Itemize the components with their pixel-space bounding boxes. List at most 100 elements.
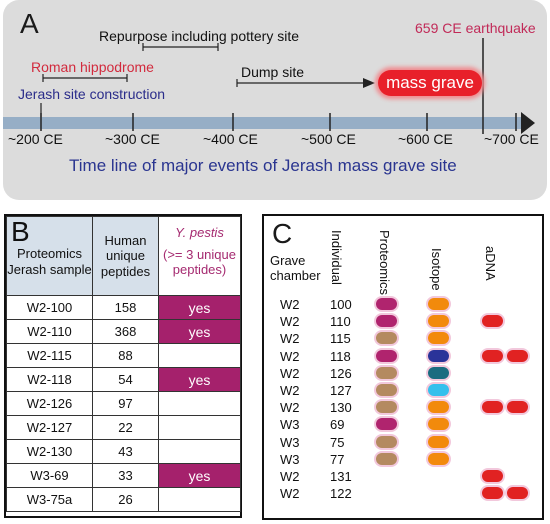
proteomics-dot — [376, 315, 397, 328]
peptides-header: Human unique peptides — [92, 216, 159, 296]
grave-chamber-cell: W2 — [280, 365, 300, 381]
isotope-dot — [428, 298, 449, 310]
isotope-dot — [428, 418, 449, 431]
adna-header: aDNA — [483, 246, 498, 281]
pestis-cell — [158, 391, 241, 416]
proteomics-dot — [376, 435, 397, 448]
peptides-cell: 88 — [92, 343, 159, 368]
tick-label: ~500 CE — [301, 131, 356, 147]
table-row: W2-126 97 — [6, 391, 241, 416]
panel-letter-a: A — [20, 8, 39, 39]
proteomics-dot — [376, 349, 397, 362]
table-row: W2-118 54 yes — [6, 367, 241, 392]
tick-label: ~400 CE — [203, 131, 258, 147]
pestis-header: Y. pestis (>= 3 unique peptides) — [158, 216, 241, 296]
peptides-cell: 54 — [92, 367, 159, 392]
individual-cell: 130 — [330, 400, 352, 416]
evidence-matrix-panel: C Grave chamber Individual Proteomics Is… — [262, 214, 544, 520]
grave-chamber-cell: W3 — [280, 451, 300, 467]
individual-cell: 75 — [330, 434, 345, 450]
tick-label: ~200 CE — [8, 131, 63, 147]
tick-label: ~300 CE — [105, 131, 160, 147]
individual-header: Individual — [329, 230, 344, 285]
table-row: W3-75a 26 — [6, 487, 241, 512]
pestis-cell: yes — [158, 367, 241, 392]
pestis-cell: yes — [158, 295, 241, 320]
sample-cell: W3-69 — [6, 463, 93, 488]
adna-dot — [507, 487, 528, 500]
construction-label: Jerash site construction — [18, 86, 166, 102]
peptides-cell: 158 — [92, 295, 159, 320]
table-row: W2-127 22 — [6, 415, 241, 440]
grave-chamber-cell: W2 — [280, 486, 300, 502]
proteomics-dot — [376, 452, 397, 465]
proteomics-dot — [376, 384, 397, 396]
adna-dot — [507, 349, 528, 362]
isotope-dot — [428, 349, 449, 362]
pestis-cell — [158, 439, 241, 464]
proteomics-dot — [376, 298, 397, 310]
proteomics-dot — [376, 366, 397, 379]
proteomics-dot — [376, 332, 397, 345]
sample-cell: W2-126 — [6, 391, 93, 416]
grave-chamber-cell: W2 — [280, 297, 300, 312]
timeline-axis-bar — [3, 117, 525, 129]
grave-chamber-cell: W2 — [280, 348, 300, 364]
grave-chamber-cell: W2 — [280, 469, 300, 484]
panel-letter-b: B — [11, 216, 30, 247]
individual-cell: 69 — [330, 417, 345, 433]
adna-dot — [482, 487, 503, 500]
repurpose-bracket — [142, 43, 219, 51]
isotope-dot — [428, 315, 449, 328]
individual-cell: 127 — [330, 383, 352, 398]
isotope-dot — [428, 452, 449, 465]
dump-site-label: Dump site — [241, 64, 305, 80]
sample-cell: W2-127 — [6, 415, 93, 440]
adna-dot — [482, 349, 503, 362]
peptides-cell: 368 — [92, 319, 159, 344]
adna-dot — [507, 401, 528, 414]
sample-cell: W2-110 — [6, 319, 93, 344]
peptides-cell: 26 — [92, 487, 159, 512]
proteomics-dot — [376, 401, 397, 414]
individual-cell: 100 — [330, 297, 352, 312]
individual-cell: 126 — [330, 365, 352, 381]
peptides-cell: 97 — [92, 391, 159, 416]
proteomics-table: B Proteomics Jerash sample Human unique … — [6, 216, 241, 512]
adna-dot — [482, 315, 503, 328]
tick-label: ~600 CE — [398, 131, 453, 147]
sample-header-text: Proteomics Jerash sample — [7, 246, 92, 277]
grave-chamber-header: Grave chamber — [270, 253, 321, 283]
individual-cell: 110 — [330, 314, 351, 330]
proteomics-header: Proteomics — [377, 230, 392, 296]
individual-cell: 122 — [330, 486, 352, 502]
pestis-header-text: Y. pestis — [175, 225, 224, 240]
grave-chamber-cell: W2 — [280, 314, 300, 330]
mass-grave-badge: mass grave — [378, 70, 482, 96]
hippodrome-label: Roman hippodrome — [31, 59, 154, 75]
adna-dot — [482, 401, 503, 414]
timeline-axis-arrowhead — [521, 112, 535, 134]
pestis-cell: yes — [158, 319, 241, 344]
panel-letter-c: C — [272, 218, 293, 249]
tick-label: ~700 CE — [484, 131, 539, 147]
sample-cell: W2-100 — [6, 295, 93, 320]
isotope-dot — [428, 401, 449, 414]
proteomics-dot — [376, 418, 397, 431]
dump-arrow — [236, 78, 375, 88]
timeline-graphic — [3, 38, 535, 134]
isotope-header: Isotope — [429, 248, 444, 291]
repurpose-label: Repurpose including pottery site — [99, 28, 300, 44]
grave-chamber-cell: W3 — [280, 417, 300, 433]
isotope-dot — [428, 366, 449, 379]
peptides-header-text: Human unique peptides — [100, 232, 151, 279]
individual-cell: 118 — [330, 348, 351, 364]
pestis-cell — [158, 487, 241, 512]
peptides-cell: 22 — [92, 415, 159, 440]
grave-chamber-cell: W2 — [280, 400, 300, 416]
table-row: W2-110 368 yes — [6, 319, 241, 344]
grave-chamber-cell: W2 — [280, 331, 300, 347]
sample-cell: W2-118 — [6, 367, 93, 392]
isotope-dot — [428, 435, 449, 448]
sample-header: B Proteomics Jerash sample — [6, 216, 93, 296]
